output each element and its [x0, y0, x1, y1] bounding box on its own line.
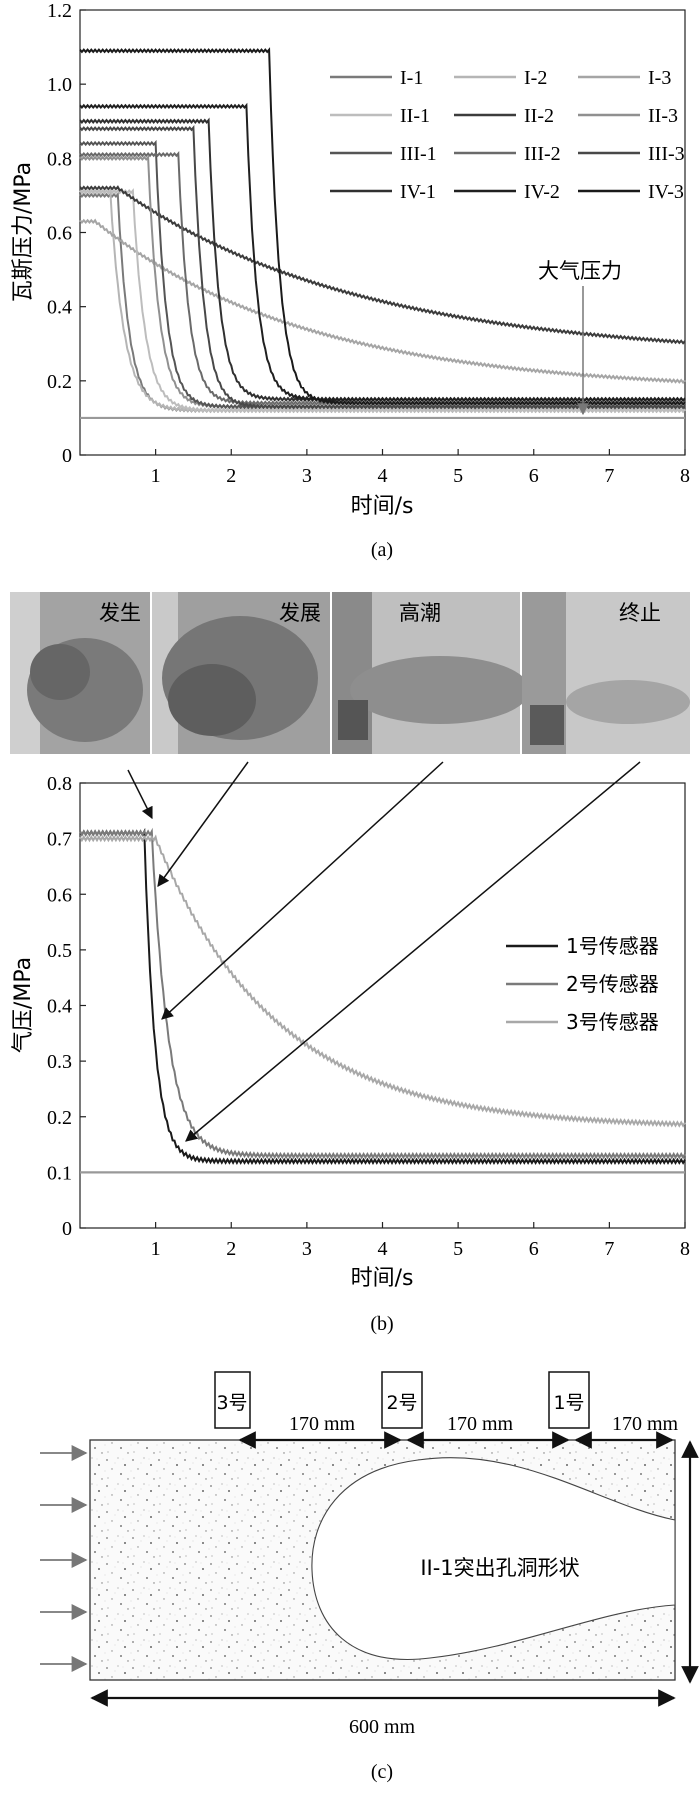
legend-label: IV-2	[524, 181, 560, 203]
legend-label: III-2	[524, 143, 561, 165]
x-tick-label: 7	[604, 465, 614, 487]
x-tick-label: 4	[378, 1238, 388, 1260]
legend-label: III-3	[648, 143, 685, 165]
sensor-1: 1号	[548, 1371, 590, 1429]
x-tick-label: 6	[529, 465, 539, 487]
x-tick-label: 8	[680, 1238, 690, 1260]
y-tick-label: 0.4	[47, 996, 72, 1018]
chart-b-legend: 1号传感器 2号传感器 3号传感器	[506, 934, 659, 1034]
stage-arrow-termination	[185, 761, 641, 1142]
chart-b-xlabel: 时间/s	[351, 1266, 414, 1291]
y-tick-label: 0.6	[47, 884, 72, 906]
y-tick-label: 0	[62, 1218, 72, 1240]
legend-label: 3号传感器	[566, 1010, 659, 1034]
series-line	[79, 191, 686, 414]
x-tick-label: 8	[680, 465, 690, 487]
y-tick-label: 0.2	[47, 1107, 72, 1129]
legend-label: 2号传感器	[566, 972, 659, 996]
legend-label: IV-3	[648, 181, 684, 203]
y-tick-label: 0.8	[47, 773, 72, 795]
y-tick-label: 0.1	[47, 1162, 72, 1184]
sensor-3-label: 3号	[216, 1392, 247, 1414]
x-tick-label: 2	[226, 1238, 236, 1260]
x-tick-label: 7	[604, 1238, 614, 1260]
stage-photo-2: 发展	[152, 592, 330, 754]
y-tick-label: 0.7	[47, 829, 72, 851]
spacing-label-3: 170 mm	[612, 1413, 679, 1435]
x-tick-label: 3	[302, 1238, 312, 1260]
x-tick-label: 6	[529, 1238, 539, 1260]
stage-photo-1: 发生	[10, 592, 150, 754]
legend-label: II-1	[400, 105, 430, 127]
stage-photo-label-4: 终止	[619, 601, 661, 625]
x-tick-label: 4	[378, 465, 388, 487]
chart-a-panel-label: (a)	[371, 539, 393, 561]
gas-inflow-arrows	[40, 1445, 88, 1672]
stage-arrows	[127, 761, 641, 1142]
chart-a-ylabel: 瓦斯压力/MPa	[11, 162, 36, 302]
chart-a-annotation: 大气压力	[538, 259, 622, 283]
length-label: 600 mm	[349, 1716, 416, 1738]
cavity-label: II-1突出孔洞形状	[420, 1556, 579, 1580]
sensor-2-label: 2号	[386, 1392, 417, 1414]
chart-b-panel-label: (b)	[370, 1313, 393, 1335]
diagram-c-panel-label: (c)	[371, 1761, 393, 1783]
series-line	[79, 47, 686, 406]
y-tick-label: 0.2	[47, 371, 72, 393]
y-tick-label: 0	[62, 445, 72, 467]
y-tick-label: 1.2	[47, 0, 72, 22]
y-tick-label: 0.6	[47, 223, 72, 245]
diagram-c: II-1突出孔洞形状 3号 2号 1号 170 mm 170 mm 170 mm	[40, 1371, 699, 1783]
legend-label: I-1	[400, 67, 423, 89]
stage-photo-strip: 发生 发展 高潮 终止	[10, 592, 690, 754]
sensor-3: 3号	[214, 1371, 251, 1429]
stage-arrow-development	[157, 761, 249, 887]
legend-label: 1号传感器	[566, 934, 659, 958]
stage-photo-label-1: 发生	[99, 601, 141, 625]
stage-arrow-climax	[161, 761, 444, 1020]
legend-label: III-1	[400, 143, 437, 165]
series-line	[79, 185, 686, 345]
x-tick-label: 1	[151, 1238, 161, 1260]
x-tick-label: 5	[453, 1238, 463, 1260]
spacing-label-2: 170 mm	[447, 1413, 514, 1435]
chart-a: 0 0.2 0.4 0.6 0.8 1.0 1.2 1 2 3 4 5 6 7 8 I-1 I-2 I-3 II-…	[11, 0, 690, 561]
series-line	[79, 834, 686, 1128]
x-tick-label: 3	[302, 465, 312, 487]
chart-b-ylabel: 气压/MPa	[11, 957, 36, 1053]
y-tick-label: 1.0	[47, 74, 72, 96]
y-tick-label: 0.3	[47, 1051, 72, 1073]
y-tick-label: 0.5	[47, 940, 72, 962]
chart-b: 0 0.1 0.2 0.3 0.4 0.5 0.6 0.7 0.8 1 2 3 4 5 6 7 8 1号传感器 2…	[11, 761, 690, 1335]
legend-label: IV-1	[400, 181, 436, 203]
stage-arrow-occurrence	[127, 769, 153, 820]
legend-label: I-2	[524, 67, 547, 89]
outburst-cavity	[311, 1457, 676, 1660]
y-tick-label: 0.4	[47, 297, 72, 319]
stage-photo-label-3: 高潮	[399, 601, 441, 625]
y-tick-label: 0.8	[47, 148, 72, 170]
legend-label: II-2	[524, 105, 554, 127]
chart-a-xlabel: 时间/s	[351, 494, 414, 519]
x-tick-label: 5	[453, 465, 463, 487]
spacing-label-1: 170 mm	[289, 1413, 356, 1435]
legend-label: I-3	[648, 67, 671, 89]
series-line	[79, 102, 686, 403]
stage-photo-label-2: 发展	[279, 601, 321, 625]
x-tick-label: 1	[151, 465, 161, 487]
stage-photo-3: 高潮	[332, 592, 530, 754]
series-line	[79, 827, 686, 1160]
series-line	[79, 827, 686, 1165]
sensor-2: 2号	[381, 1371, 423, 1429]
x-tick-label: 2	[226, 465, 236, 487]
series-line	[79, 218, 686, 385]
sensor-1-label: 1号	[553, 1392, 584, 1414]
legend-label: II-3	[648, 105, 678, 127]
chart-a-legend: I-1 I-2 I-3 II-1 II-2 II-3 III-1 III-2 III-3 IV-1…	[330, 67, 685, 203]
stage-photo-4: 终止	[522, 592, 690, 754]
